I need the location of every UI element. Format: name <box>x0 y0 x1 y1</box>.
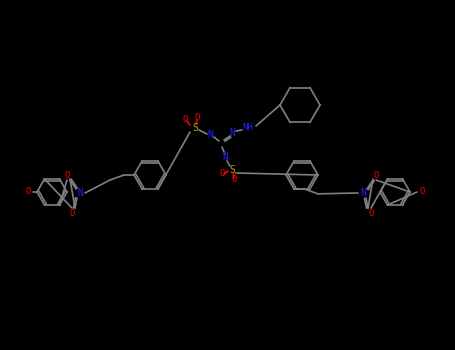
Text: N: N <box>360 188 366 198</box>
Text: NH: NH <box>243 124 253 133</box>
Text: O: O <box>368 210 374 218</box>
Text: O: O <box>64 172 70 181</box>
Text: O: O <box>219 169 225 178</box>
Text: N: N <box>77 188 83 198</box>
Text: O: O <box>373 172 379 181</box>
Text: N: N <box>207 130 213 140</box>
Text: O: O <box>69 210 75 218</box>
Text: S: S <box>229 165 235 175</box>
Text: O: O <box>182 116 187 125</box>
Text: N: N <box>229 128 235 138</box>
Text: O: O <box>231 175 237 183</box>
Text: S: S <box>192 123 198 133</box>
Text: O: O <box>420 188 425 196</box>
Text: O: O <box>25 188 30 196</box>
Text: N: N <box>222 152 228 162</box>
Text: O: O <box>194 113 200 122</box>
